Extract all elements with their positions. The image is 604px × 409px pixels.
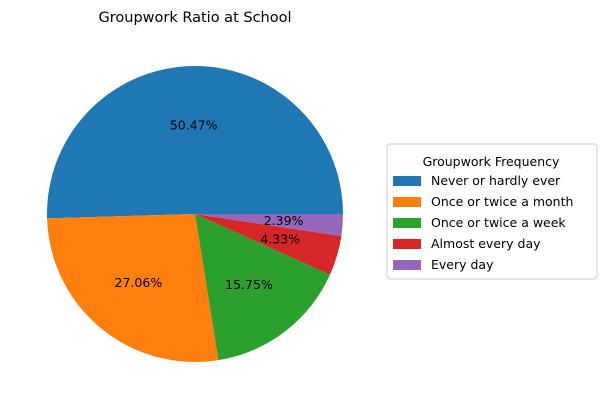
pie-slice-5 bbox=[195, 214, 343, 237]
pie-slice-3 bbox=[195, 214, 331, 361]
pie-slices bbox=[46, 66, 344, 363]
legend-frame bbox=[386, 143, 598, 280]
legend-label-1: Never or hardly ever bbox=[431, 173, 561, 188]
pie-value-label-5: 2.39% bbox=[264, 213, 304, 228]
legend-label-5: Every day bbox=[431, 257, 494, 272]
legend-label-2: Once or twice a month bbox=[431, 194, 573, 209]
legend-items: Never or hardly ever Once or twice a mont… bbox=[393, 173, 573, 272]
pie-value-label-4: 4.33% bbox=[260, 232, 300, 247]
pie-slice-4 bbox=[195, 214, 342, 275]
legend-label-4: Almost every day bbox=[431, 236, 541, 251]
pie-value-label-1: 50.47% bbox=[170, 118, 218, 133]
legend-swatch-4 bbox=[393, 239, 421, 249]
pie-value-labels: 50.47% 27.06% 15.75% 4.33% 2.39% bbox=[115, 118, 304, 292]
chart-title: Groupwork Ratio at School bbox=[99, 10, 292, 26]
legend-swatch-1 bbox=[393, 176, 421, 186]
legend-swatch-2 bbox=[393, 197, 421, 207]
pie-value-label-2: 27.06% bbox=[115, 275, 163, 290]
pie-value-label-3: 15.75% bbox=[225, 277, 273, 292]
legend-swatch-3 bbox=[393, 218, 421, 228]
legend: Groupwork Frequency Never or hardly ever… bbox=[386, 143, 598, 280]
pie-slice-1 bbox=[46, 66, 344, 219]
legend-label-3: Once or twice a week bbox=[431, 215, 566, 230]
legend-swatch-5 bbox=[393, 260, 421, 270]
legend-title: Groupwork Frequency bbox=[423, 154, 560, 169]
pie-slice-2 bbox=[47, 214, 219, 363]
